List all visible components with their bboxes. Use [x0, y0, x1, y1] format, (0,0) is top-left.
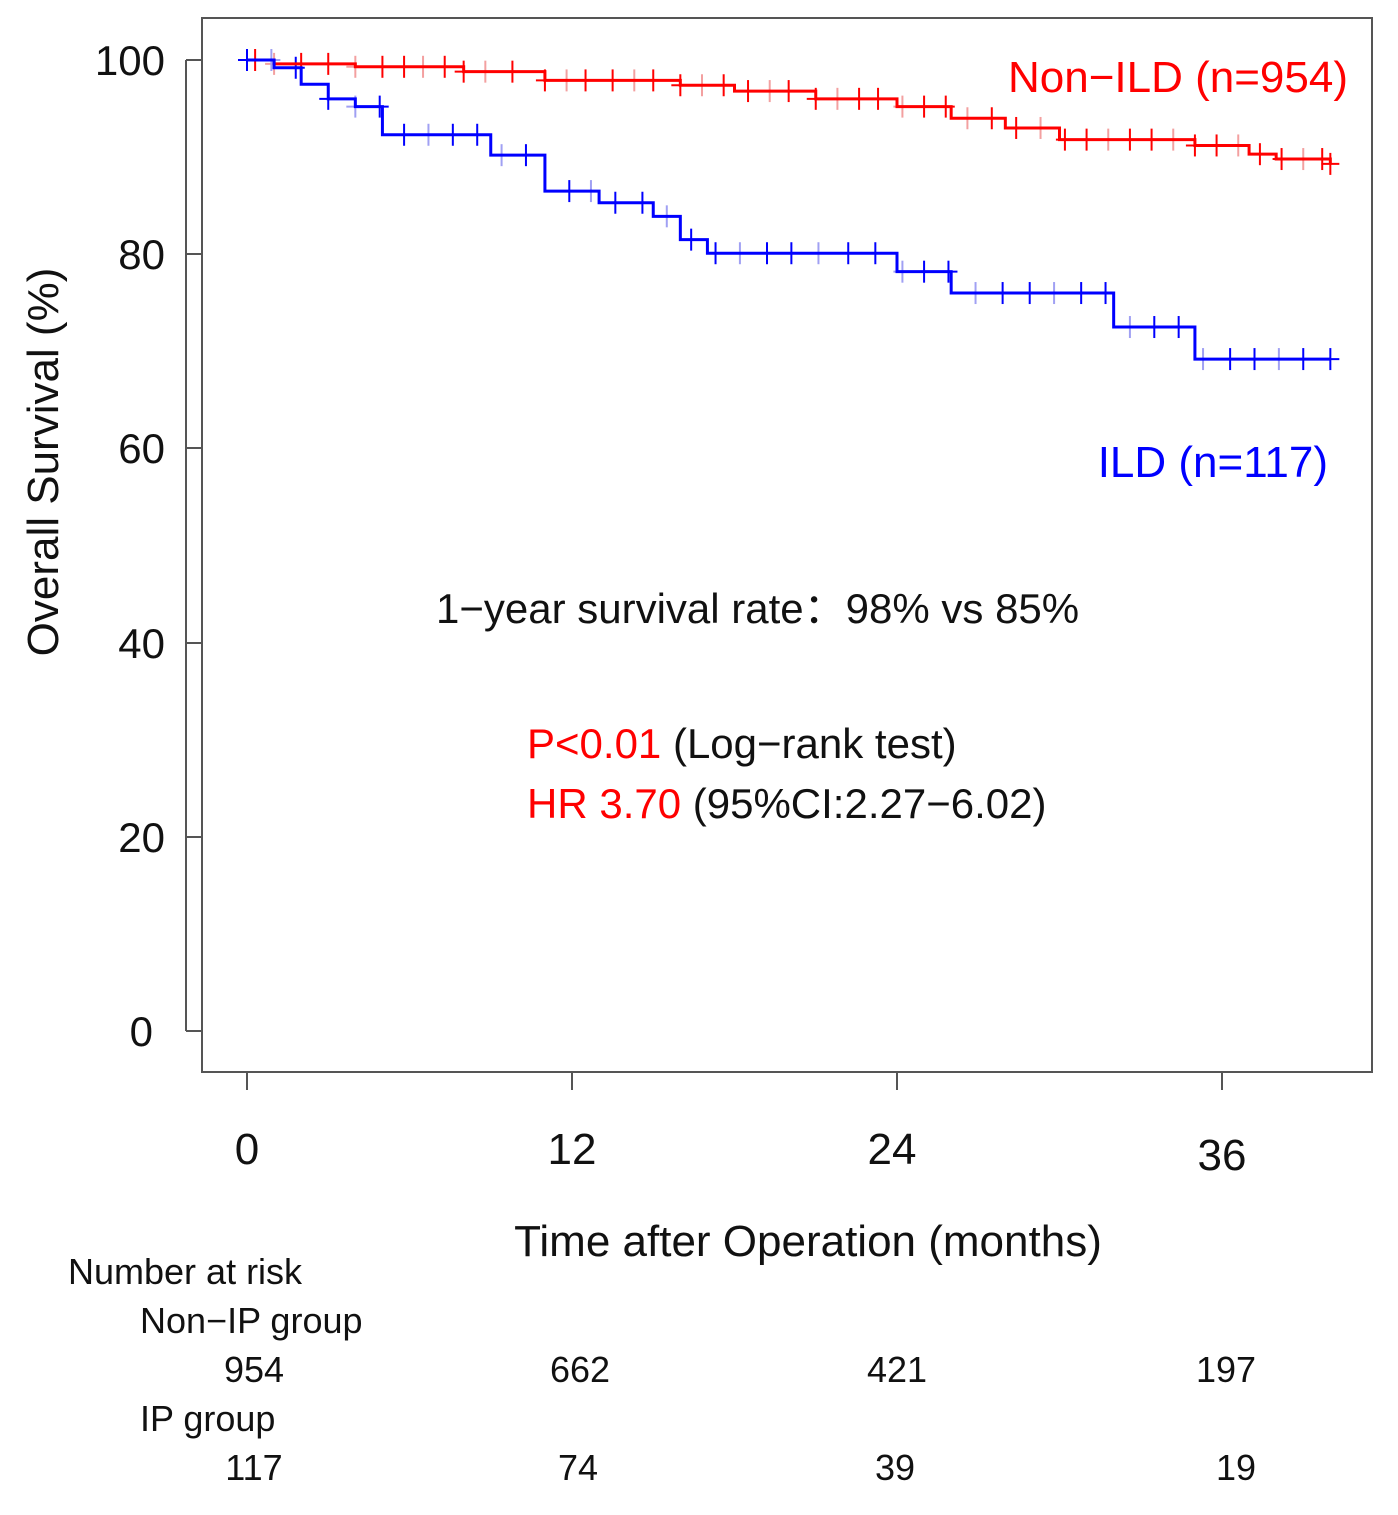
- risk-table-title: Number at risk: [68, 1251, 303, 1292]
- hr-value: HR 3.70: [527, 780, 681, 827]
- x-axis: [246, 1071, 1223, 1090]
- p-test: (Log−rank test): [661, 720, 956, 767]
- risk-group-ip: IP group: [140, 1398, 275, 1439]
- x-tick-labels: 0 12 24 36: [235, 1125, 1247, 1180]
- risk-value: 197: [1196, 1349, 1256, 1390]
- risk-value: 662: [550, 1349, 610, 1390]
- hr-annotation: HR 3.70 (95%CI:2.27−6.02): [527, 780, 1046, 827]
- x-tick-label: 12: [548, 1125, 597, 1174]
- risk-table: Number at risk Non−IP group 954 662 421 …: [68, 1251, 1256, 1488]
- x-tick-label: 36: [1198, 1131, 1247, 1180]
- risk-value: 39: [875, 1447, 915, 1488]
- y-tick-labels: 100 80 60 40 20 0: [95, 37, 165, 1055]
- series-label-non-ild: Non−ILD (n=954): [1008, 53, 1348, 102]
- y-tick-label: 40: [118, 620, 165, 667]
- risk-group-non-ip: Non−IP group: [140, 1300, 363, 1341]
- survival-curves: [247, 58, 1332, 361]
- y-tick-label: 60: [118, 425, 165, 472]
- y-axis: [185, 59, 202, 1032]
- series-label-ild: ILD (n=117): [1098, 438, 1328, 487]
- risk-value: 954: [224, 1349, 284, 1390]
- y-tick-label: 20: [118, 814, 165, 861]
- risk-value: 421: [867, 1349, 927, 1390]
- p-value-annotation: P<0.01 (Log−rank test): [527, 720, 957, 767]
- survival-curve-non-ild: [247, 58, 1332, 164]
- x-axis-title: Time after Operation (months): [514, 1217, 1102, 1266]
- p-value: P<0.01: [527, 720, 661, 767]
- risk-value: 19: [1216, 1447, 1256, 1488]
- survival-curve-ild: [247, 58, 1331, 361]
- risk-value: 117: [225, 1447, 282, 1488]
- y-tick-label: 100: [95, 37, 165, 84]
- y-axis-title: Overall Survival (%): [19, 268, 68, 657]
- risk-value: 74: [558, 1447, 598, 1488]
- y-tick-label: 80: [118, 231, 165, 278]
- hr-ci: (95%CI:2.27−6.02): [681, 780, 1046, 827]
- x-tick-label: 24: [868, 1125, 917, 1174]
- plot-frame: [201, 17, 1373, 1073]
- one-year-survival-annotation: 1−year survival rate：98% vs 85%: [436, 585, 1079, 632]
- x-tick-label: 0: [235, 1125, 259, 1174]
- y-tick-label: 0: [130, 1008, 153, 1055]
